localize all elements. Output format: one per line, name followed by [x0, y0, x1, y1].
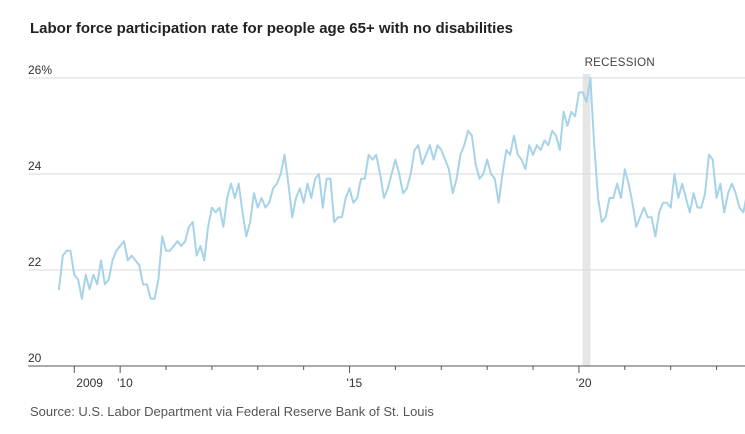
recession-label: RECESSION — [585, 57, 655, 69]
x-tick-label: '10 — [117, 376, 133, 390]
x-tick-label: '20 — [576, 376, 592, 390]
y-tick-label: 26% — [28, 63, 52, 77]
chart-title: Labor force participation rate for peopl… — [30, 20, 514, 37]
x-axis-labels: 2009 '10 '15 '20 — [76, 376, 592, 390]
recession-band — [582, 74, 591, 366]
y-tick-label: 24 — [28, 159, 42, 173]
series-group — [57, 77, 745, 300]
y-tick-label: 20 — [28, 351, 42, 365]
x-tick-label: 2009 — [76, 376, 103, 390]
x-axis — [28, 365, 745, 373]
x-tick-label: '15 — [347, 376, 363, 390]
y-tick-label: 22 — [28, 255, 42, 269]
recession-band-group: RECESSION — [582, 57, 655, 366]
y-axis-labels: 20 22 24 26% — [28, 63, 52, 365]
series-line — [57, 77, 745, 300]
source-note: Source: U.S. Labor Department via Federa… — [30, 404, 434, 419]
line-chart: RECESSION 20 22 24 26% 2009 '10 '15 '20 — [28, 57, 745, 390]
gridlines — [28, 77, 745, 271]
